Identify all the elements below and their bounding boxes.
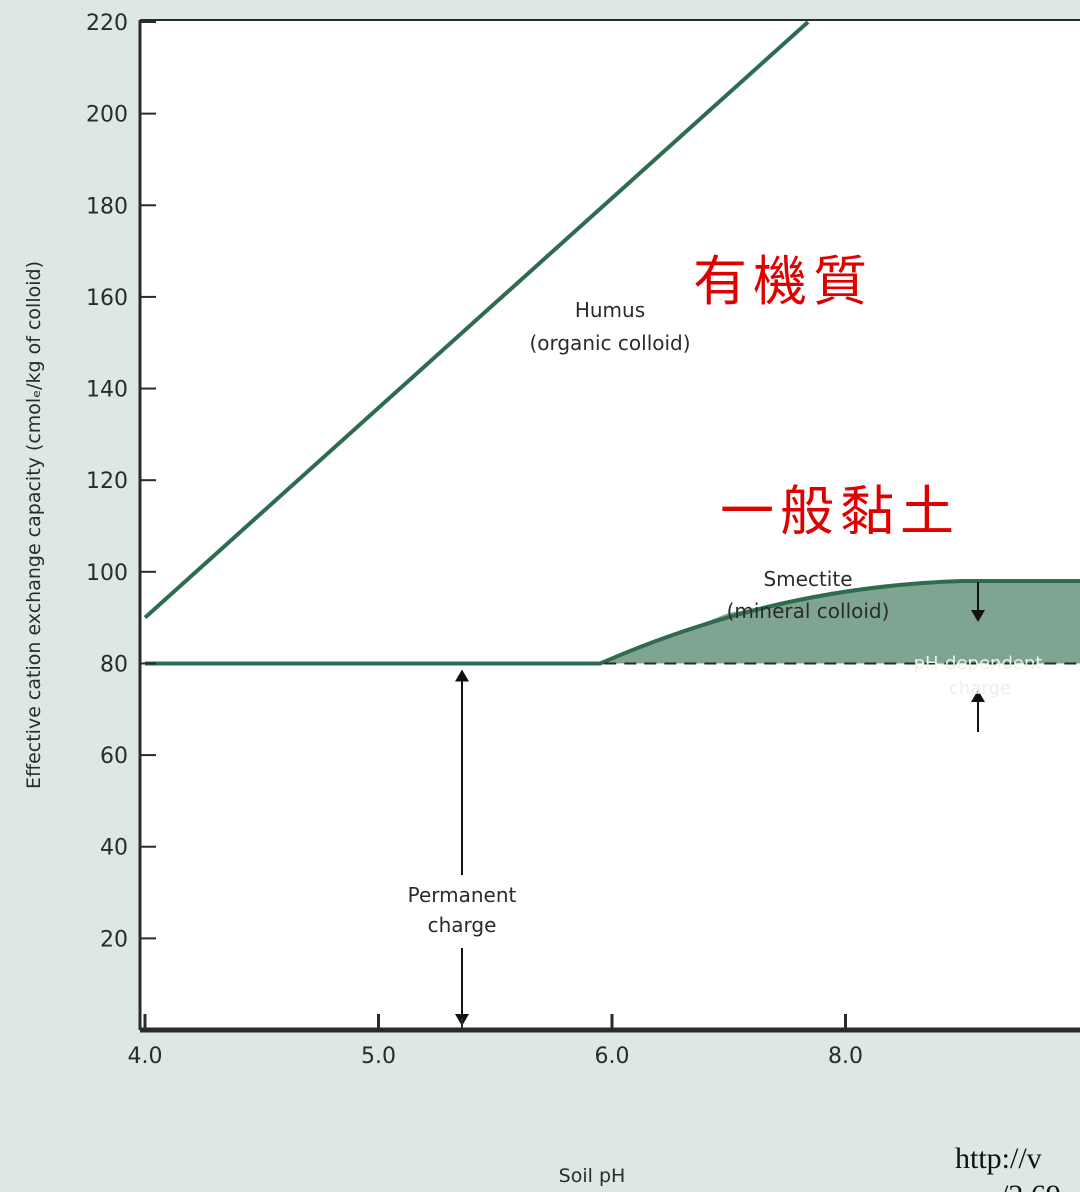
- source-url-line1: http://v: [955, 1142, 1042, 1175]
- x-tick-label: 5.0: [361, 1044, 396, 1069]
- permanent-charge-label: Permanent: [408, 883, 517, 907]
- smectite-series-line: [145, 578, 1080, 666]
- organic-matter-cjk-label: 有機質: [693, 250, 873, 313]
- x-tick-label: 6.0: [595, 1044, 630, 1069]
- smectite-label: Smectite: [763, 567, 852, 591]
- y-tick-label: 100: [86, 561, 128, 586]
- smectite-sublabel: (mineral colloid): [727, 599, 890, 623]
- ph-dependent-sublabel: charge: [949, 678, 1011, 699]
- y-tick-label: 200: [86, 103, 128, 128]
- ph-dependent-label: pH-dependent: [914, 653, 1043, 674]
- y-tick-label: 160: [86, 286, 128, 311]
- x-tick-label: 4.0: [128, 1044, 163, 1069]
- permanent-arrow-head-up: [455, 669, 469, 682]
- general-clay-cjk-label: 一般黏土: [720, 480, 960, 543]
- y-tick-label: 140: [86, 378, 128, 403]
- permanent-charge-sublabel: charge: [428, 913, 497, 937]
- ph-dependent-charge-area: [600, 580, 1080, 664]
- y-tick-label: 180: [86, 194, 128, 219]
- ph-dep-arrow-head-down: [971, 610, 985, 622]
- ph-dep-arrow-head-up: [971, 690, 985, 702]
- y-tick-label: 120: [86, 469, 128, 494]
- y-tick-label: 80: [100, 652, 128, 677]
- y-tick-label: 40: [100, 836, 128, 861]
- x-axis-title: Soil pH: [559, 1165, 626, 1187]
- y-tick-label: 60: [100, 744, 128, 769]
- y-tick-label: 220: [86, 11, 128, 36]
- source-url-line2: /2.69: [1000, 1179, 1061, 1192]
- humus-series-line: [143, 20, 810, 620]
- y-tick-label: 20: [100, 927, 128, 952]
- x-tick-label: 8.0: [828, 1044, 863, 1069]
- humus-label: Humus: [575, 298, 645, 322]
- y-axis-title: Effective cation exchange capacity (cmol…: [23, 261, 45, 789]
- plot-background: [140, 20, 1080, 1030]
- humus-sublabel: (organic colloid): [529, 331, 690, 355]
